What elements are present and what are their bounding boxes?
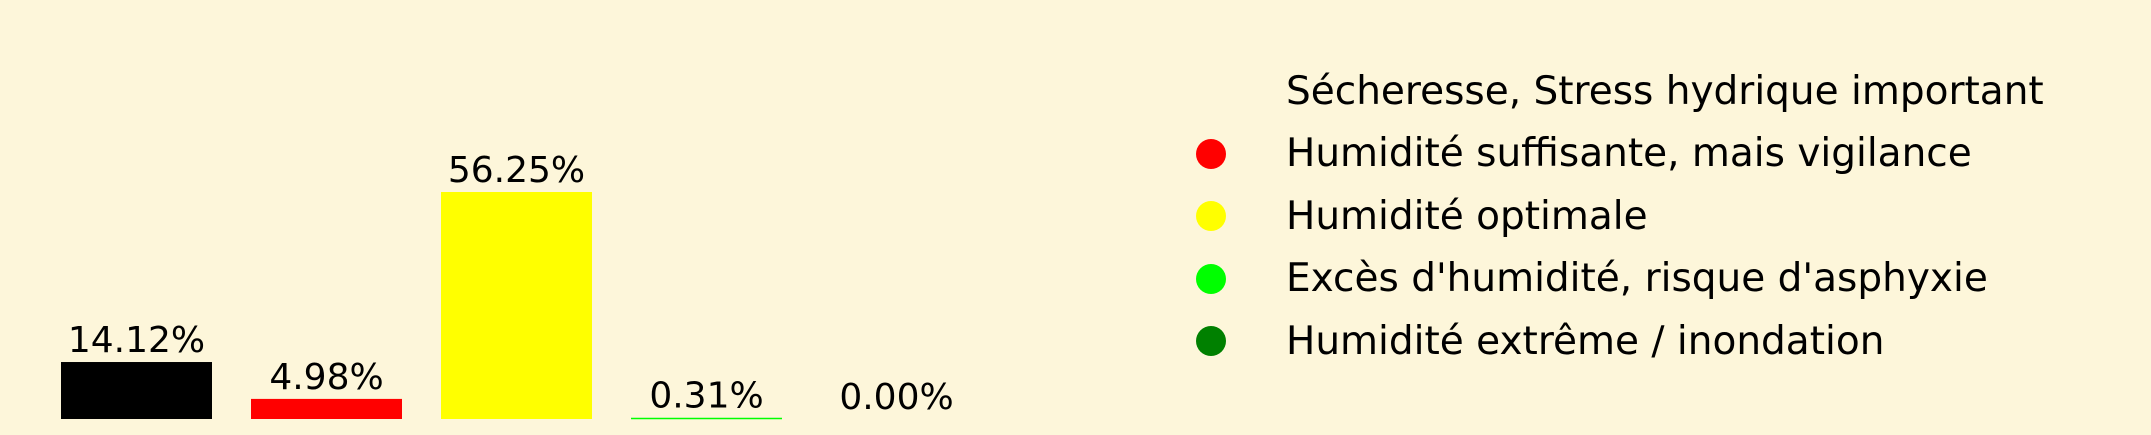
- data-label-2: 4.98%: [269, 357, 383, 398]
- legend-marker-icon: [1196, 201, 1226, 232]
- bar-chart: 14.12% 4.98% 56.25% 0.31% 0.00%: [61, 150, 954, 420]
- legend-label: Sécheresse, Stress hydrique important: [1286, 68, 2044, 114]
- legend-label: Excès d'humidité, risque d'asphyxie: [1286, 256, 1988, 302]
- legend-label: Humidité optimale: [1286, 193, 1648, 239]
- bar-4: [631, 417, 782, 420]
- data-label-5: 0.00%: [839, 377, 953, 418]
- bar-3: [441, 192, 592, 419]
- data-label-1: 14.12%: [68, 320, 205, 361]
- legend-label: Humidité extrême / inondation: [1286, 318, 1885, 364]
- legend-label: Humidité suffisante, mais vigilance: [1286, 131, 1972, 177]
- bar-1: [61, 362, 212, 419]
- data-label-3: 56.25%: [448, 150, 585, 191]
- legend-marker-icon: [1196, 326, 1226, 357]
- legend-marker-icon: [1196, 263, 1226, 294]
- legend-marker-icon: [1196, 138, 1226, 169]
- data-label-4: 0.31%: [649, 376, 763, 417]
- bar-2: [251, 398, 402, 419]
